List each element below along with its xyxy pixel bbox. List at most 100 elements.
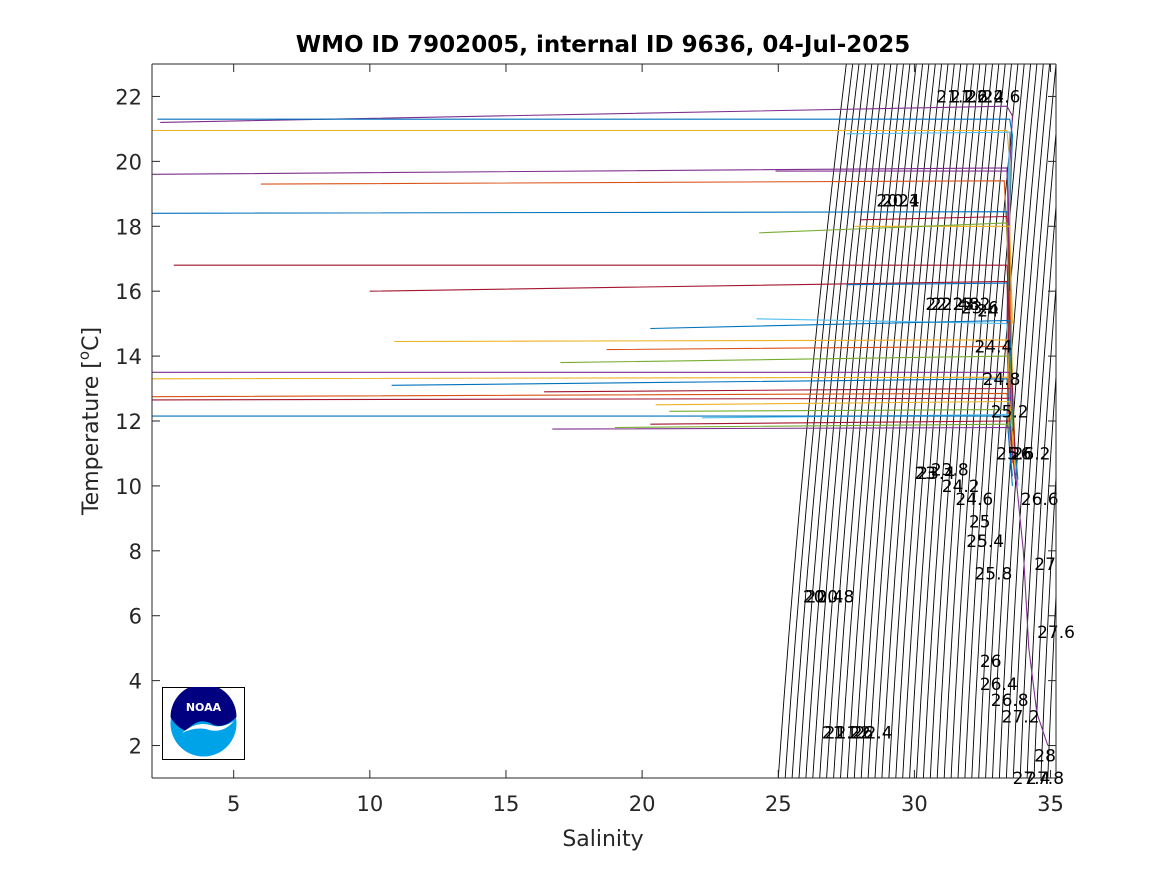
density-contour — [916, 64, 974, 778]
contour-label: 24 — [977, 302, 999, 322]
profile-line — [650, 319, 1013, 422]
density-contour — [798, 64, 866, 778]
y-tick-label: 6 — [129, 605, 142, 629]
contour-label: 22 — [849, 724, 871, 744]
density-contour — [1047, 586, 1056, 778]
x-ticks: 5 10 15 20 25 30 35 — [227, 64, 1064, 816]
profile-line — [846, 282, 1010, 286]
x-tick-label: 35 — [1037, 792, 1064, 816]
y-tick-label: 10 — [115, 475, 142, 499]
density-contour — [895, 64, 955, 778]
contour-label: 24.8 — [983, 370, 1021, 390]
density-contour — [902, 64, 962, 778]
contour-label: 27.2 — [1002, 707, 1040, 727]
profile-line — [655, 400, 1016, 473]
density-contour — [791, 64, 860, 778]
contour-label: 22.4 — [931, 295, 969, 315]
density-contour — [819, 64, 885, 778]
density-contour — [833, 64, 898, 778]
x-axis-label: Salinity — [562, 827, 643, 852]
contour-label: 23 — [914, 464, 936, 484]
profile-line — [606, 345, 1011, 422]
contour-label: 26.8 — [991, 691, 1029, 711]
contour-label: 25.4 — [966, 532, 1004, 552]
density-contour — [805, 64, 873, 778]
contour-label: 21.6 — [836, 724, 874, 744]
contour-label: 23.8 — [931, 461, 969, 481]
contour-label: 23.2 — [953, 295, 991, 315]
density-contour — [867, 64, 930, 778]
contour-label: 21 — [898, 191, 920, 211]
x-tick-label: 30 — [901, 792, 928, 816]
density-contour — [812, 64, 879, 778]
contour-label: 21.2 — [825, 724, 863, 744]
x-tick-label: 25 — [765, 792, 792, 816]
density-contour — [826, 64, 892, 778]
contour-label: 26 — [1010, 445, 1032, 465]
density-contour — [1040, 470, 1056, 778]
density-contour — [860, 64, 924, 778]
contour-label: 20.4 — [882, 191, 920, 211]
profile-line — [560, 355, 1013, 428]
y-tick-label: 4 — [129, 670, 142, 694]
y-tick-label: 8 — [129, 540, 142, 564]
density-contour — [998, 64, 1051, 778]
density-contour — [1026, 281, 1056, 778]
density-contour — [881, 64, 943, 778]
contour-label: 24.6 — [955, 490, 993, 510]
density-contour — [874, 64, 936, 778]
contour-label: 23.6 — [961, 298, 999, 318]
contour-label: 27.4 — [1013, 769, 1051, 789]
contour-label: 22.4 — [966, 88, 1004, 108]
profile-line — [775, 170, 1011, 243]
y-tick-label: 16 — [115, 280, 142, 304]
svg-text:NOAA: NOAA — [186, 701, 222, 714]
y-tick-label: 22 — [115, 85, 142, 109]
profile-line — [544, 387, 1010, 393]
contour-label: 24.4 — [974, 337, 1012, 357]
y-axis-label-degree: o — [75, 351, 93, 360]
profile-lines — [152, 105, 1049, 746]
density-contour — [784, 64, 854, 778]
contour-label: 22 — [966, 88, 988, 108]
y-axis-label-suffix: C] — [79, 327, 104, 351]
contour-label: 20 — [876, 191, 898, 211]
density-contour — [1005, 64, 1056, 778]
chart-title: WMO ID 7902005, internal ID 9636, 04-Jul… — [296, 32, 911, 58]
contour-label: 23.4 — [917, 464, 955, 484]
contour-label: 20 — [803, 587, 825, 607]
density-contour — [1012, 127, 1056, 778]
y-axis-label: Temperature [oC] — [75, 327, 104, 516]
profile-line — [152, 415, 1013, 486]
noaa-logo: NOAA — [162, 684, 245, 760]
contour-label: 26.4 — [980, 675, 1018, 695]
x-tick-label: 5 — [227, 792, 240, 816]
x-tick-label: 20 — [629, 792, 656, 816]
density-contour — [853, 64, 917, 778]
contour-label: 27.8 — [1026, 769, 1064, 789]
contour-label: 22 — [925, 295, 947, 315]
density-contours — [777, 64, 1056, 778]
contour-label: 21.2 — [936, 88, 974, 108]
density-contour — [777, 64, 847, 778]
density-contour — [840, 64, 904, 778]
contour-label: 26 — [980, 652, 1002, 672]
density-contour — [888, 64, 949, 778]
y-tick-label: 14 — [115, 345, 142, 369]
profile-line — [669, 409, 1010, 412]
contour-label: 26.6 — [1021, 490, 1059, 510]
density-contour — [846, 64, 911, 778]
contour-label: 25.8 — [974, 565, 1012, 585]
y-tick-label: 20 — [115, 150, 142, 174]
contour-label: 20.4 — [806, 587, 844, 607]
contour-label: 25.6 — [996, 445, 1034, 465]
profile-line — [859, 215, 1011, 292]
contour-label: 22.8 — [942, 295, 980, 315]
profile-line — [614, 423, 1010, 429]
contour-label: 25 — [969, 513, 991, 533]
y-tick-label: 2 — [129, 735, 142, 759]
x-tick-label: 10 — [356, 792, 383, 816]
